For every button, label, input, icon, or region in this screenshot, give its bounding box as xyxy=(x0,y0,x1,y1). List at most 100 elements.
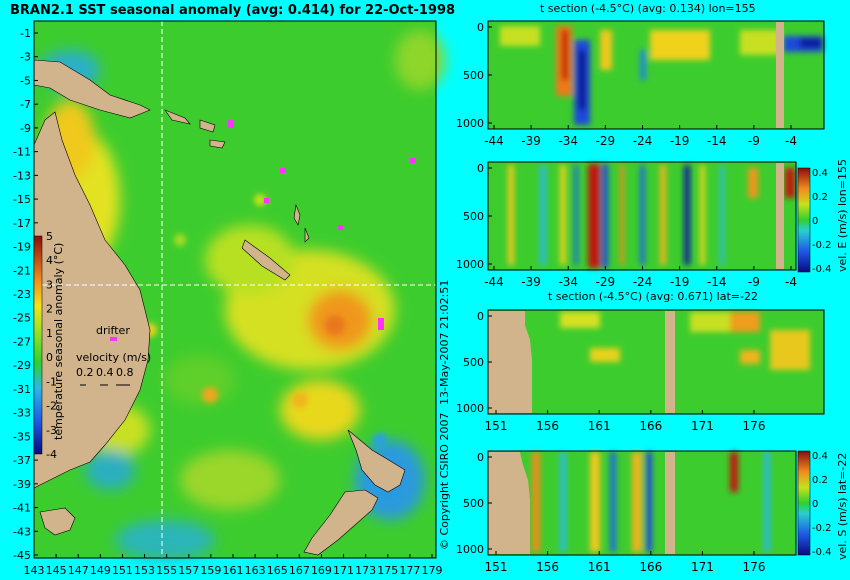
map-y-tick-label: -23 xyxy=(13,288,31,301)
map-colorbar: 5 4 3 2 1 0 -1 -2 -3 -4 temperature seasonal anom… xyxy=(33,230,65,461)
panel4-y-tick-label: 0 xyxy=(477,451,484,464)
panel1-x-tick-label: -4 xyxy=(785,134,797,148)
map-colorbar-label: temperature seasonal anomaly (°C) xyxy=(52,243,65,440)
map-y-tick-label: -17 xyxy=(13,217,31,230)
panel3-x-tick-label: 176 xyxy=(743,419,766,433)
panel4-y-tick-label: 1000 xyxy=(456,543,484,556)
panel3-x-tick-label: 156 xyxy=(536,419,559,433)
map-y-tick-label: -43 xyxy=(13,525,31,538)
map-x-tick-label: 159 xyxy=(200,564,221,577)
map-colorbar-tick-label: 3 xyxy=(46,278,53,291)
velocity-value-1: 0.2 xyxy=(76,366,94,379)
panel2-colorbar-tick-label: 0.2 xyxy=(812,192,828,203)
panel3-y-tick-label: 1000 xyxy=(456,402,484,415)
map-colorbar-tick-label: -1 xyxy=(46,375,57,388)
panel1-x-tick-label: -19 xyxy=(670,134,690,148)
map-y-tick-label: -29 xyxy=(13,359,31,372)
map-x-tick-label: 175 xyxy=(377,564,398,577)
map-y-tick-label: -45 xyxy=(13,549,31,562)
panel2-colorbar-tick-label: -0.2 xyxy=(812,240,832,251)
panel1-x-tick-label: -14 xyxy=(707,134,727,148)
map-land xyxy=(33,59,406,556)
map-x-tick-label: 165 xyxy=(267,564,288,577)
map-x-tick-label: 153 xyxy=(134,564,155,577)
drifter-label: drifter xyxy=(96,324,130,337)
velocity-value-2: 0.4 xyxy=(96,366,114,379)
map-y-tick-label: -13 xyxy=(13,169,31,182)
panel1-y-tick-label: 0 xyxy=(477,21,484,34)
panel2-y-tick-label: 500 xyxy=(463,210,484,223)
panel4-field xyxy=(488,451,796,555)
map-x-axis: 143 145 147 149 151 153 155 157 159 161 163 165 167 1… xyxy=(24,554,443,577)
panel2-x-tick-label: -19 xyxy=(670,275,690,289)
velocity-value-3: 0.8 xyxy=(116,366,134,379)
panel1-x-tick-label: -39 xyxy=(521,134,541,148)
map-x-tick-label: 149 xyxy=(90,564,111,577)
panel2-x-tick-label: -44 xyxy=(484,275,504,289)
map-y-tick-label: -15 xyxy=(13,193,31,206)
map-x-tick-label: 145 xyxy=(46,564,67,577)
panel3-field xyxy=(488,310,824,414)
map-colorbar-tick-label: 0 xyxy=(46,351,53,364)
map-y-tick-label: -39 xyxy=(13,478,31,491)
panel2-colorbar-tick-label: 0 xyxy=(812,216,818,227)
panel4-x-tick-label: 156 xyxy=(536,560,559,574)
map-y-tick-label: -41 xyxy=(13,502,31,515)
map-y-tick-label: -21 xyxy=(13,264,31,277)
panel2-colorbar-label: vel. E (m/s) lon=155 xyxy=(836,159,849,272)
panel1-y-tick-label: 1000 xyxy=(456,117,484,130)
map-y-axis: -1 -3 -5 -7 -9 -11 -13 -15 -17 -19 -21 -23 -25 -27 -29… xyxy=(13,27,38,562)
map-x-tick-label: 161 xyxy=(223,564,244,577)
map-x-tick-label: 173 xyxy=(355,564,376,577)
panel2-y-tick-label: 0 xyxy=(477,162,484,175)
map-y-tick-label: -1 xyxy=(20,27,31,40)
map-y-tick-label: -31 xyxy=(13,383,31,396)
panel1-x-tick-label: -24 xyxy=(633,134,653,148)
map-y-tick-label: -33 xyxy=(13,407,31,420)
panel2-x-tick-label: -14 xyxy=(707,275,727,289)
panel2-colorbar-tick-label: 0.4 xyxy=(812,168,828,179)
map-x-tick-label: 171 xyxy=(333,564,354,577)
panel4-colorbar-label: vel. S (m/s) lat=-22 xyxy=(836,453,849,560)
map-y-tick-label: -19 xyxy=(13,241,31,254)
map-y-tick-label: -9 xyxy=(20,122,31,135)
map-y-tick-label: -25 xyxy=(13,312,31,325)
panel1-title: t section (-4.5°C) (avg: 0.134) lon=155 xyxy=(540,2,756,15)
map-x-tick-label: 177 xyxy=(399,564,420,577)
map-y-tick-label: -27 xyxy=(13,335,31,348)
panel3-title: t section (-4.5°C) (avg: 0.671) lat=-22 xyxy=(548,290,758,303)
panel4-y-tick-label: 500 xyxy=(463,497,484,510)
panel3-x-tick-label: 161 xyxy=(588,419,611,433)
panel1-y-tick-label: 500 xyxy=(463,69,484,82)
map-y-tick-label: -5 xyxy=(20,74,31,87)
panel2-colorbar-tick-label: -0.4 xyxy=(812,264,832,275)
panel4-colorbar-tick-label: -0.2 xyxy=(812,523,832,534)
panel4-x-tick-label: 176 xyxy=(743,560,766,574)
panel3-x-tick-label: 171 xyxy=(691,419,714,433)
map-x-tick-label: 155 xyxy=(156,564,177,577)
map-y-tick-label: -3 xyxy=(20,51,31,64)
panel4-colorbar-tick-label: 0.4 xyxy=(812,451,828,462)
map-y-tick-label: -11 xyxy=(13,146,31,159)
timestamp: 13-May-2007 21:02:51 xyxy=(438,280,451,405)
panel4-x-tick-label: 166 xyxy=(639,560,662,574)
panel1-field xyxy=(488,21,824,129)
section-crosshair xyxy=(34,21,436,558)
panel3-y-tick-label: 500 xyxy=(463,356,484,369)
map-x-tick-label: 143 xyxy=(24,564,45,577)
panel4-colorbar-tick-label: -0.4 xyxy=(812,547,832,558)
panel2-y-tick-label: 1000 xyxy=(456,258,484,271)
map-y-tick-label: -7 xyxy=(20,98,31,111)
panel3-x-tick-label: 151 xyxy=(485,419,508,433)
map-x-tick-label: 157 xyxy=(178,564,199,577)
panel3-x-tick-label: 166 xyxy=(639,419,662,433)
panel3-y-tick-label: 0 xyxy=(477,310,484,323)
map-x-tick-label: 163 xyxy=(245,564,266,577)
map-y-tick-label: -37 xyxy=(13,454,31,467)
map-title: BRAN2.1 SST seasonal anomaly (avg: 0.414… xyxy=(10,3,455,18)
drifter-markers xyxy=(110,120,416,341)
map-x-tick-label: 167 xyxy=(289,564,310,577)
panel4-colorbar-tick-label: 0.2 xyxy=(812,475,828,486)
panel4-x-tick-label: 171 xyxy=(691,560,714,574)
panel1-x-tick-label: -29 xyxy=(596,134,616,148)
